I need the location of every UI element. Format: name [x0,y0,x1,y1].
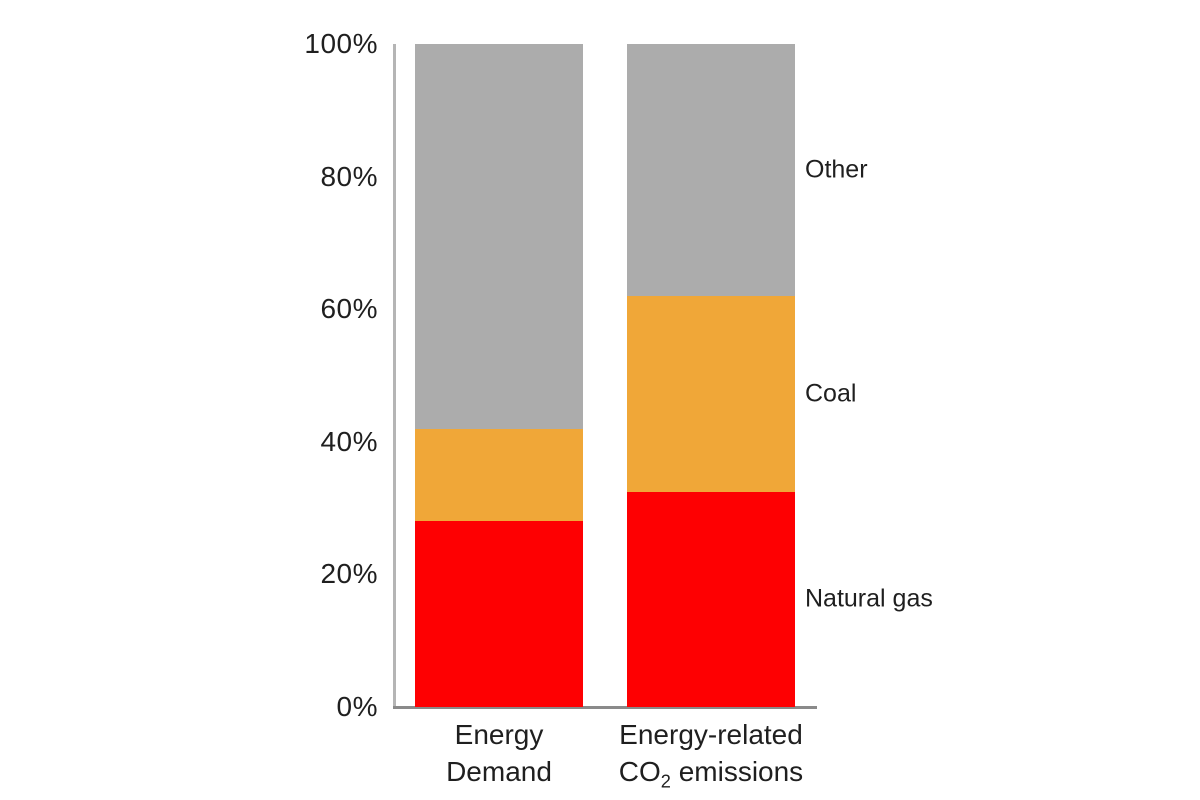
category-label-line: Energy [454,719,544,750]
y-tick-label-80-: 80% [320,160,378,192]
bar-energy-demand [415,44,583,707]
category-label-line: CO2 emissions [618,756,804,792]
category-label-line: Demand [446,756,552,787]
category-label-line: Energy-related [619,719,803,750]
bar-1-segment-other [415,44,583,429]
category-label-energy-demand: Energy Demand [339,716,659,790]
co2-subscript: 2 [660,771,671,792]
segment-label-other: Other [805,155,868,184]
bar-1-segment-natural-gas [415,521,583,707]
bar-2-segment-natural-gas [627,491,795,707]
bar-1-segment-coal [415,428,583,522]
bar-energy-related-co2-emissions [627,44,795,707]
y-axis-line [393,44,396,709]
y-tick-label-0-: 0% [336,691,378,722]
bar-2-segment-other [627,44,795,296]
segment-label-coal: Coal [805,379,857,408]
y-tick-label-20-: 20% [320,558,378,590]
segment-label-natural-gas: Natural gas [805,584,933,613]
bar-2-segment-coal [627,295,795,492]
x-axis-baseline [393,706,817,709]
category-label-co2-emissions: Energy-related CO2 emissions [551,716,871,792]
y-tick-label-100-: 100% [304,28,378,59]
y-tick-label-60-: 60% [320,293,378,325]
y-tick-label-40-: 40% [320,425,378,457]
